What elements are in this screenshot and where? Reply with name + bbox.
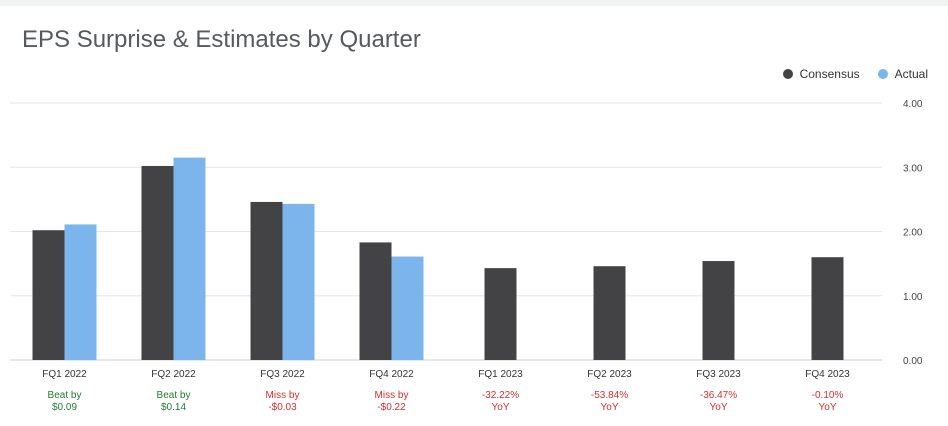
top-band [0,0,948,6]
legend-item-actual[interactable]: Actual [877,67,928,81]
surprise-annotation-line2: YoY [492,402,510,413]
bar-actual[interactable] [282,203,315,360]
bar-consensus[interactable] [359,242,392,360]
x-category-label: FQ4 2022 [369,369,414,380]
y-tick-label: 2.00 [903,228,923,239]
surprise-annotation-line1: Miss by [266,390,300,401]
y-tick-label: 3.00 [903,163,923,174]
surprise-annotation-line1: -36.47% [700,390,737,401]
bar-consensus[interactable] [484,268,517,360]
x-category-label: FQ3 2023 [696,369,741,380]
x-category-label: FQ3 2022 [260,369,305,380]
x-category-label: FQ1 2022 [42,369,87,380]
legend-consensus-swatch [782,69,793,79]
surprise-annotation-line1: Beat by [48,390,82,401]
x-category-label: FQ2 2023 [587,369,632,380]
bar-consensus[interactable] [593,266,626,360]
surprise-annotation-line1: -0.10% [812,390,844,401]
legend-item-consensus[interactable]: Consensus [782,67,860,81]
y-tick-label: 0.00 [903,356,923,367]
y-tick-label: 1.00 [903,292,923,303]
x-category-label: FQ1 2023 [478,369,523,380]
surprise-annotation-line2: -$0.22 [377,402,406,413]
legend-actual-label: Actual [894,67,928,81]
bar-actual[interactable] [391,256,424,360]
bar-consensus[interactable] [250,201,283,360]
bar-consensus[interactable] [811,257,844,360]
surprise-annotation-line2: $0.14 [161,402,186,413]
surprise-annotation-line1: Miss by [375,390,409,401]
bar-actual[interactable] [64,224,97,360]
bar-consensus[interactable] [141,165,174,360]
surprise-annotation-line2: -$0.03 [268,402,297,413]
surprise-annotation-line1: -32.22% [482,390,519,401]
bar-consensus[interactable] [702,261,735,360]
legend-consensus-label: Consensus [799,67,860,81]
surprise-annotation-line2: YoY [819,402,837,413]
chart-title: EPS Surprise & Estimates by Quarter [22,26,421,53]
surprise-annotation-line2: YoY [601,402,619,413]
surprise-annotation-line1: -53.84% [591,390,628,401]
bar-actual[interactable] [173,157,206,360]
legend: Consensus Actual [782,67,928,81]
surprise-annotation-line1: Beat by [157,390,191,401]
x-category-label: FQ2 2022 [151,369,196,380]
bar-consensus[interactable] [32,230,65,360]
y-tick-label: 4.00 [903,99,923,110]
legend-actual-swatch [877,69,888,79]
surprise-annotation-line2: YoY [710,402,728,413]
surprise-annotation-line2: $0.09 [52,402,77,413]
x-category-label: FQ4 2023 [805,369,850,380]
